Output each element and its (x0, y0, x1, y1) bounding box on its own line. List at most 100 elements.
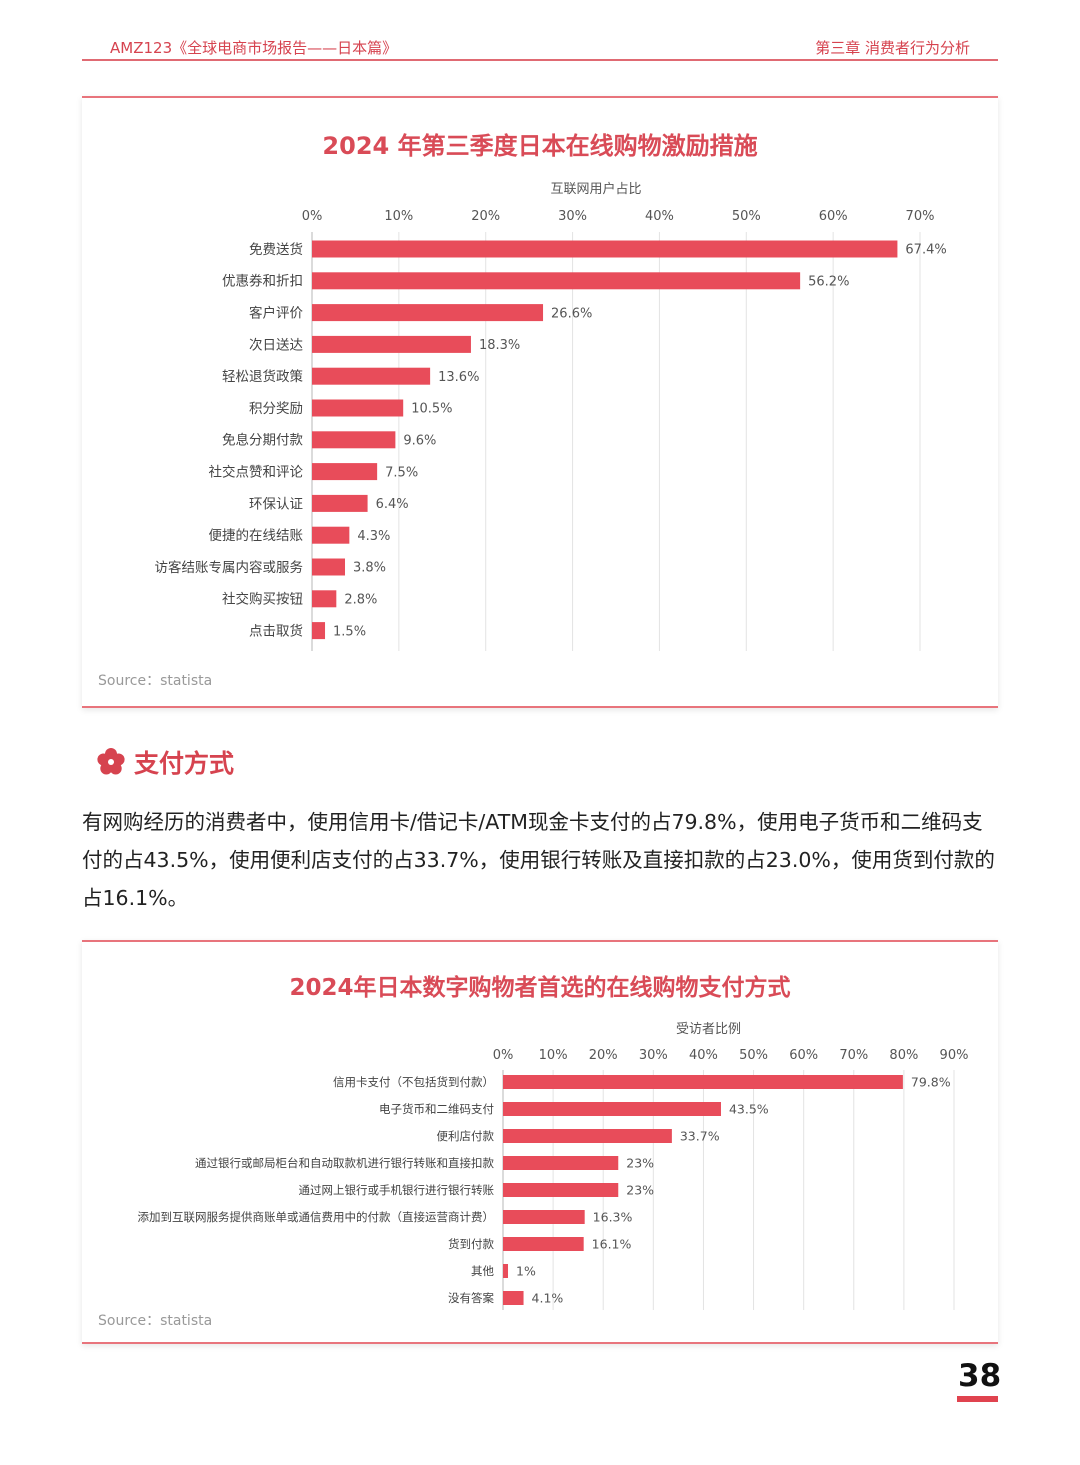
header-rule (82, 59, 998, 61)
bar (312, 463, 378, 481)
x-tick-label: 30% (558, 209, 587, 224)
payment-methods-chart-card: 2024年日本数字购物者首选的在线购物支付方式 受访者比例 0% 10% 20% 30%… (82, 940, 998, 1344)
bar (503, 1156, 619, 1170)
bar (503, 1237, 584, 1251)
category-label: 通过网上银行或手机银行进行银行转账 (299, 1183, 495, 1197)
category-label: 轻松退货政策 (222, 368, 303, 385)
x-tick-label: 90% (940, 1048, 969, 1063)
value-label: 16.1% (592, 1237, 632, 1252)
category-label: 社交购买按钮 (222, 591, 303, 608)
value-label: 4.3% (357, 529, 390, 544)
x-tick-label: 0% (302, 209, 323, 224)
category-label: 社交点赞和评论 (209, 463, 304, 480)
x-tick-label: 0% (493, 1048, 514, 1063)
value-label: 23% (626, 1156, 654, 1171)
x-tick-label: 80% (889, 1048, 918, 1063)
category-label: 环保认证 (249, 496, 303, 512)
x-tick-label: 30% (639, 1048, 668, 1063)
category-label: 免息分期付款 (222, 432, 303, 449)
bar (312, 558, 346, 576)
category-label: 添加到互联网服务提供商账单或通信费用中的付款（直接运营商计费） (138, 1210, 495, 1224)
category-label: 优惠券和折扣 (222, 274, 303, 290)
bar (312, 304, 544, 322)
value-label: 23% (626, 1183, 654, 1198)
value-label: 13.6% (438, 370, 479, 385)
bar (503, 1264, 509, 1278)
category-label: 信用卡支付（不包括货到付款） (333, 1075, 494, 1089)
value-label: 56.2% (808, 274, 849, 289)
bar (312, 494, 368, 512)
x-tick-label: 70% (839, 1048, 868, 1063)
bar (503, 1183, 619, 1197)
x-tick-label: 10% (539, 1048, 568, 1063)
bar (312, 240, 898, 258)
bar (503, 1075, 903, 1089)
bar (312, 272, 801, 290)
value-label: 1% (516, 1264, 536, 1279)
category-label: 电子货币和二维码支付 (379, 1102, 494, 1116)
body-paragraph: 有网购经历的消费者中，使用信用卡/借记卡/ATM现金卡支付的占79.8%，使用电… (82, 810, 995, 910)
value-label: 3.8% (353, 561, 386, 576)
value-label: 26.6% (551, 306, 592, 321)
category-label: 其他 (471, 1264, 494, 1278)
header-left: AMZ123《全球电商市场报告——日本篇》 (110, 39, 398, 57)
category-label: 访客结账专属内容或服务 (155, 559, 304, 576)
page-number-underline (957, 1396, 998, 1402)
section-title: 支付方式 (134, 749, 235, 778)
x-tick-label: 20% (589, 1048, 618, 1063)
bar (503, 1291, 524, 1305)
bar (312, 431, 396, 449)
category-label: 便捷的在线结账 (209, 528, 304, 544)
header-right: 第三章 消费者行为分析 (815, 39, 970, 57)
value-label: 2.8% (344, 592, 377, 607)
x-tick-label: 60% (819, 209, 848, 224)
value-label: 9.6% (403, 433, 436, 448)
x-tick-label: 40% (689, 1048, 718, 1063)
section-heading: 支付方式 (96, 744, 234, 780)
value-label: 18.3% (479, 338, 520, 353)
x-tick-label: 50% (732, 209, 761, 224)
bar (312, 399, 404, 417)
value-label: 7.5% (385, 465, 418, 480)
chart-title: 2024 年第三季度日本在线购物激励措施 (322, 132, 758, 160)
category-label: 货到付款 (448, 1237, 494, 1251)
page-number: 38 (958, 1358, 1002, 1394)
x-tick-label: 70% (906, 209, 935, 224)
x-axis-label: 互联网用户占比 (550, 181, 641, 197)
value-label: 6.4% (376, 497, 409, 512)
value-label: 1.5% (333, 624, 366, 639)
bar (312, 590, 337, 608)
value-label: 4.1% (532, 1291, 564, 1306)
value-label: 67.4% (905, 243, 946, 258)
category-label: 免费送货 (249, 241, 303, 258)
category-label: 没有答案 (448, 1291, 494, 1305)
chart-title: 2024年日本数字购物者首选的在线购物支付方式 (289, 975, 791, 1001)
chart-source: Source：statista (98, 1313, 213, 1329)
x-tick-label: 10% (384, 209, 413, 224)
x-tick-label: 40% (645, 209, 674, 224)
category-label: 积分奖励 (249, 400, 303, 417)
value-label: 79.8% (911, 1075, 951, 1090)
category-label: 次日送达 (249, 337, 303, 353)
category-label: 通过银行或邮局柜台和自动取款机进行银行转账和直接扣款 (195, 1156, 494, 1170)
bar (312, 335, 471, 353)
payment-methods-bar-chart: 受访者比例 0% 10% 20% 30% 40% 50% 60% 70% 80% 90% 信用卡支付（… (138, 1022, 969, 1310)
category-label: 客户评价 (249, 304, 303, 321)
bar (312, 367, 431, 385)
x-tick-label: 60% (789, 1048, 818, 1063)
category-label: 便利店付款 (437, 1129, 495, 1143)
value-label: 10.5% (411, 402, 452, 417)
chart-source: Source：statista (98, 673, 213, 689)
bar (503, 1102, 721, 1116)
value-label: 43.5% (729, 1102, 769, 1117)
bar (503, 1129, 672, 1143)
x-axis-label: 受访者比例 (676, 1022, 741, 1037)
value-label: 33.7% (680, 1129, 720, 1144)
bar (312, 526, 350, 544)
incentives-chart-card: 2024 年第三季度日本在线购物激励措施 互联网用户占比 0% 10% 20% 30% 4… (82, 96, 998, 708)
x-tick-label: 20% (471, 209, 500, 224)
bar (312, 622, 326, 640)
incentives-bar-chart: 互联网用户占比 0% 10% 20% 30% 40% 50% 60% 70% 免费送货 67.4% 优… (155, 181, 947, 651)
x-tick-label: 50% (739, 1048, 768, 1063)
bar (503, 1210, 585, 1224)
